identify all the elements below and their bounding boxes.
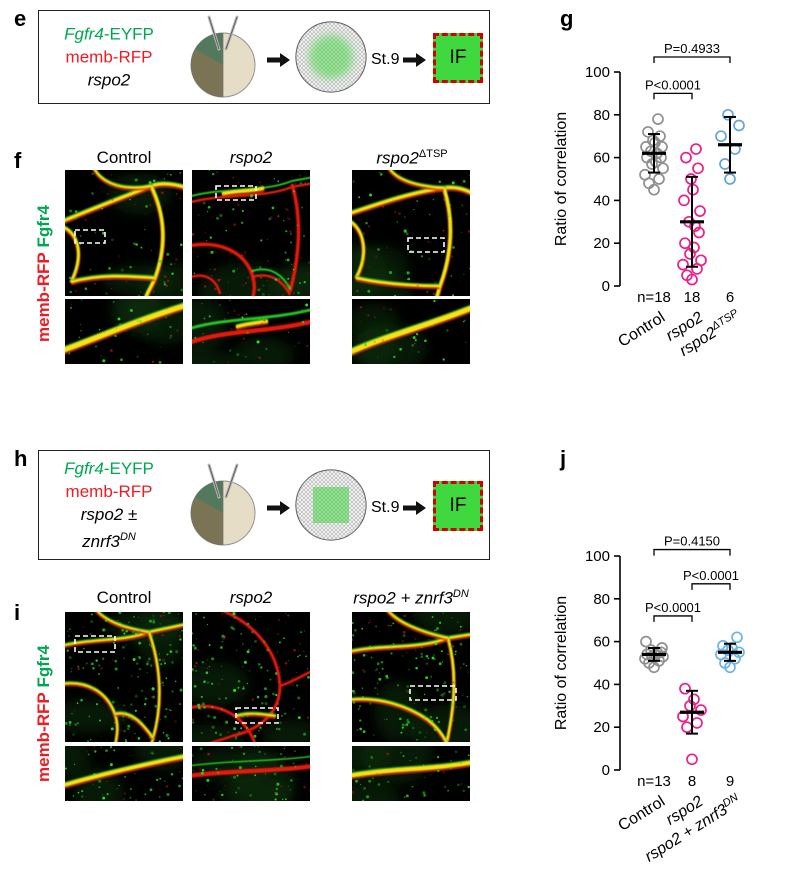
- svg-text:100: 100: [585, 64, 610, 81]
- construct-line-fgfr4: Fgfr4-EYFP: [43, 457, 175, 480]
- svg-text:Control: Control: [615, 309, 668, 351]
- panel-j-scatter-chart: 0 20 40 60 80 100 Ratio of correlation n=13 Cont…: [552, 520, 788, 866]
- arrow-icon: [403, 53, 426, 67]
- i-col-title-control: Control: [96, 588, 152, 607]
- stage-label: St.9: [371, 51, 400, 68]
- svg-text:n=13: n=13: [637, 773, 671, 790]
- panel-label-e: e: [14, 6, 27, 31]
- construct-line-znrf3: znrf3DN: [43, 526, 175, 553]
- gene-znrf3: znrf3: [82, 531, 120, 551]
- f-col-title-control: Control: [96, 148, 152, 167]
- i-axis-membrfp: memb-RFP: [34, 692, 53, 782]
- stage-label: St.9: [371, 499, 400, 516]
- gene-tag-eyfp: -EYFP: [103, 459, 154, 479]
- if-label: IF: [449, 47, 467, 68]
- panel-label-f: f: [14, 148, 22, 173]
- i-axis-fgfr4: Fgfr4: [34, 645, 53, 688]
- construct-line-membrfp: memb-RFP: [65, 482, 153, 502]
- f-col-title-rspo2-dtsp: rspo2ΔTSP: [342, 148, 482, 168]
- svg-text:n=18: n=18: [637, 289, 671, 306]
- svg-text:40: 40: [593, 192, 610, 209]
- micrograph-f-control-zoom: [65, 299, 183, 364]
- if-box: IF: [433, 481, 483, 531]
- micrograph-i-control-main: [65, 612, 183, 742]
- gene-fgfr4: Fgfr4: [64, 24, 104, 44]
- f-axis-membrfp: memb-RFP: [34, 252, 53, 342]
- panel-label-g: g: [560, 6, 574, 31]
- construct-labels-e: Fgfr4-EYFP memb-RFP rspo2: [43, 23, 175, 92]
- svg-text:6: 6: [726, 289, 734, 306]
- injected-embryo-icon: [190, 463, 256, 546]
- svg-text:80: 80: [593, 591, 610, 608]
- micrograph-f-rspo2-zoom: [192, 299, 310, 364]
- arrow-icon: [403, 501, 426, 515]
- injected-embryo-icon: [190, 15, 256, 98]
- micrograph-f-rspo2dtsp-main: [352, 170, 470, 296]
- gene-tag-eyfp: -EYFP: [103, 24, 154, 44]
- construct-labels-h: Fgfr4-EYFP memb-RFP rspo2 ± znrf3DN: [43, 457, 175, 553]
- f-col-title3-sup: ΔTSP: [418, 148, 448, 160]
- construct-line-rspo2: rspo2 ±: [80, 505, 138, 525]
- svg-text:Ratio of correlation: Ratio of correlation: [553, 112, 570, 246]
- micrograph-i-rspo2-zoom: [192, 746, 310, 801]
- svg-text:0: 0: [602, 278, 610, 295]
- panel-g-scatter-chart: 0 20 40 60 80 100 Ratio of correlation n=18 Cont…: [552, 36, 788, 376]
- panel-h-schematic: Fgfr4-EYFP memb-RFP rspo2 ± znrf3DN St.9…: [38, 450, 490, 560]
- svg-text:20: 20: [593, 235, 610, 252]
- if-label: IF: [449, 495, 467, 516]
- micrograph-f-control-main: [65, 170, 183, 296]
- svg-text:0: 0: [602, 762, 610, 779]
- micrograph-i-rspo2znrf3-zoom: [352, 746, 470, 801]
- micrograph-i-rspo2znrf3-main: [352, 612, 470, 742]
- gene-fgfr4: Fgfr4: [64, 459, 104, 479]
- f-axis-fgfr4: Fgfr4: [34, 205, 53, 248]
- i-axis-channel-label: memb-RFP Fgfr4: [34, 645, 54, 782]
- svg-text:P<0.0001: P<0.0001: [645, 77, 701, 92]
- blastula-st9-icon: [295, 469, 367, 541]
- svg-text:80: 80: [593, 107, 610, 124]
- svg-text:60: 60: [593, 634, 610, 651]
- if-box: IF: [433, 33, 483, 83]
- micrograph-i-rspo2-main: [192, 612, 310, 742]
- micrograph-f-rspo2-main: [192, 170, 310, 296]
- micrograph-f-rspo2dtsp-zoom: [352, 299, 470, 364]
- panel-label-i: i: [14, 600, 21, 625]
- svg-text:P<0.0001: P<0.0001: [645, 600, 701, 615]
- svg-text:18: 18: [684, 289, 701, 306]
- svg-text:60: 60: [593, 150, 610, 167]
- svg-text:P=0.4933: P=0.4933: [664, 41, 720, 56]
- svg-text:Ratio of correlation: Ratio of correlation: [553, 596, 570, 730]
- i-col-title3-sup: DN: [452, 588, 469, 600]
- svg-text:9: 9: [726, 773, 734, 790]
- blastula-st9-icon: [295, 21, 367, 93]
- panel-e-schematic: Fgfr4-EYFP memb-RFP rspo2 St.9 IF: [38, 10, 490, 104]
- svg-text:Control: Control: [615, 793, 668, 835]
- f-col-title3-base: rspo2: [376, 148, 419, 168]
- construct-line-membrfp: memb-RFP: [65, 47, 153, 67]
- i-col-title-rspo2-znrf3dn: rspo2 + znrf3DN: [332, 588, 490, 608]
- panel-label-h: h: [14, 446, 28, 471]
- svg-text:100: 100: [585, 548, 610, 565]
- f-axis-channel-label: memb-RFP Fgfr4: [34, 205, 54, 342]
- svg-text:40: 40: [593, 676, 610, 693]
- gene-znrf3-sup: DN: [119, 531, 136, 544]
- svg-text:8: 8: [688, 773, 696, 790]
- svg-text:20: 20: [593, 719, 610, 736]
- i-col-title3-base: rspo2 + znrf3: [353, 588, 453, 608]
- micrograph-i-control-zoom: [65, 746, 183, 801]
- construct-line-fgfr4: Fgfr4-EYFP: [43, 23, 175, 46]
- svg-text:P<0.0001: P<0.0001: [683, 568, 739, 583]
- arrow-icon: [267, 501, 290, 515]
- construct-line-rspo2: rspo2: [87, 70, 131, 90]
- arrow-icon: [267, 53, 290, 67]
- panel-label-j: j: [560, 446, 567, 471]
- f-col-title-rspo2: rspo2: [229, 148, 273, 167]
- svg-text:P=0.4150: P=0.4150: [664, 534, 720, 549]
- i-col-title-rspo2: rspo2: [229, 588, 273, 607]
